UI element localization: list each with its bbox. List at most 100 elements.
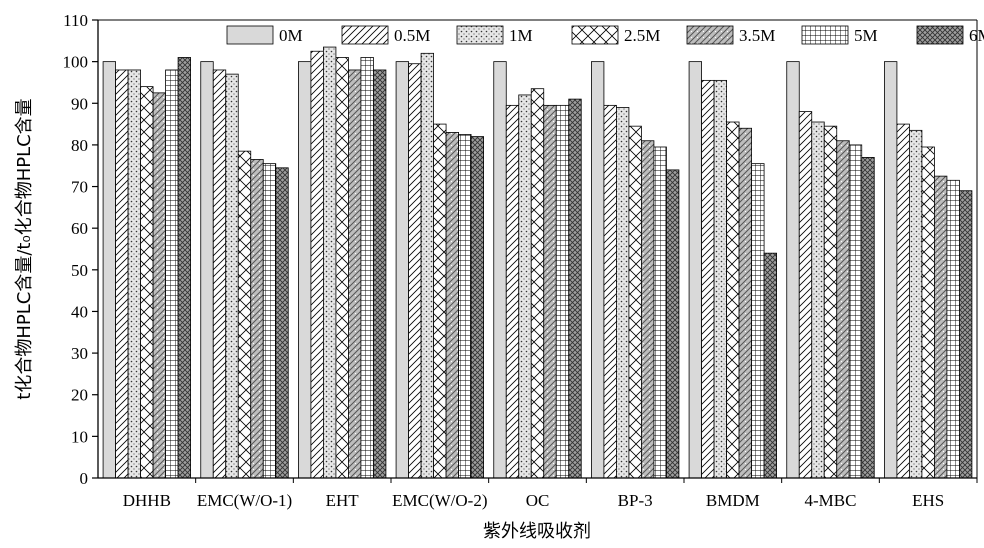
- bar-DHHB-1M: [127, 69, 141, 479]
- bar-4-MBC-6M: [861, 156, 875, 479]
- bar-EMC(W/O-2)-0.5M: [408, 63, 422, 479]
- legend-swatch-2.5M: [571, 25, 619, 45]
- x-category-label: EMC(W/O-2): [392, 491, 487, 510]
- y-tick-label: 70: [71, 178, 88, 197]
- bar-EHT-1M: [323, 46, 337, 479]
- bar-4-MBC-0.5M: [798, 111, 813, 479]
- legend-label: 5M: [854, 26, 878, 45]
- bar-OC-1M: [518, 94, 532, 479]
- bar-BP-3-6M: [666, 169, 680, 479]
- bar-BMDM-5M: [751, 163, 765, 479]
- x-category-label: BP-3: [618, 491, 653, 510]
- x-category-label: BMDM: [706, 491, 760, 510]
- bar-EHT-6M: [373, 69, 387, 479]
- bar-EMC(W/O-1)-5M: [262, 163, 277, 479]
- bar-EHT-3.5M: [348, 69, 362, 479]
- bar-EMC(W/O-2)-2.5M: [433, 123, 447, 479]
- legend-swatch-6M: [916, 25, 964, 45]
- bar-EMC(W/O-1)-0.5M: [212, 69, 227, 479]
- bar-4-MBC-3.5M: [836, 140, 850, 479]
- bar-EHS-1M: [909, 129, 923, 479]
- x-category-label: 4-MBC: [805, 491, 857, 510]
- y-tick-label: 10: [71, 427, 88, 446]
- legend-label: 0M: [279, 26, 303, 45]
- y-tick-label: 60: [71, 219, 88, 238]
- bar-EMC(W/O-2)-1M: [420, 52, 434, 479]
- bar-OC-0.5M: [505, 104, 520, 479]
- bar-BMDM-6M: [763, 252, 777, 479]
- bar-BMDM-0.5M: [701, 79, 715, 479]
- bar-EHS-0.5M: [896, 123, 910, 479]
- y-tick-label: 40: [71, 302, 88, 321]
- legend-label: 0.5M: [394, 26, 430, 45]
- bar-BMDM-0M: [688, 61, 702, 479]
- bar-EHT-0.5M: [310, 50, 324, 479]
- legend-swatch-5M: [801, 25, 849, 45]
- y-tick-label: 20: [71, 386, 88, 405]
- bar-BP-3-2.5M: [628, 125, 642, 479]
- y-tick-label: 50: [71, 261, 88, 280]
- bar-EHT-5M: [360, 57, 374, 479]
- legend-label: 1M: [509, 26, 533, 45]
- bar-DHHB-3.5M: [152, 92, 166, 479]
- y-tick-label: 0: [80, 469, 89, 488]
- bar-OC-0M: [493, 61, 507, 479]
- bar-EHS-5M: [946, 179, 960, 479]
- bar-DHHB-5M: [165, 69, 179, 479]
- bar-EHS-6M: [959, 190, 973, 479]
- bar-BMDM-1M: [713, 79, 727, 479]
- bar-DHHB-6M: [177, 57, 191, 479]
- bar-EMC(W/O-1)-1M: [225, 73, 239, 479]
- bar-EHS-0M: [884, 61, 898, 479]
- legend-label: 2.5M: [624, 26, 660, 45]
- bar-EMC(W/O-1)-6M: [275, 167, 289, 479]
- bar-OC-5M: [555, 104, 570, 479]
- bar-DHHB-2.5M: [140, 86, 154, 479]
- bar-EMC(W/O-2)-0M: [395, 61, 409, 479]
- legend-label: 6M: [969, 26, 984, 45]
- x-category-label: EMC(W/O-1): [197, 491, 292, 510]
- bar-OC-6M: [568, 98, 582, 479]
- bar-DHHB-0M: [102, 61, 116, 479]
- bar-4-MBC-5M: [848, 144, 863, 479]
- bar-BP-3-0.5M: [603, 104, 617, 479]
- bar-EHT-0M: [298, 61, 312, 479]
- bar-EMC(W/O-1)-0M: [200, 61, 214, 479]
- bar-EMC(W/O-1)-3.5M: [250, 159, 264, 479]
- bar-EHS-3.5M: [934, 175, 948, 479]
- legend-swatch-3.5M: [686, 25, 734, 45]
- bar-BMDM-2.5M: [726, 121, 740, 479]
- bar-EMC(W/O-1)-2.5M: [237, 150, 252, 479]
- y-tick-label: 80: [71, 136, 88, 155]
- legend-swatch-0.5M: [341, 25, 389, 45]
- legend-swatch-0M: [226, 25, 274, 45]
- x-category-label: EHS: [912, 491, 944, 510]
- bar-4-MBC-1M: [811, 121, 825, 479]
- y-tick-label: 30: [71, 344, 88, 363]
- y-axis-title: t化合物HPLC含量/t₀化合物HPLC含量: [14, 98, 35, 399]
- bars-layer: [102, 46, 973, 479]
- bar-BP-3-3.5M: [641, 140, 655, 479]
- x-category-label: OC: [526, 491, 550, 510]
- bar-EHT-2.5M: [335, 57, 349, 479]
- x-axis-title: 紫外线吸收剂: [483, 521, 591, 542]
- bar-DHHB-0.5M: [115, 69, 129, 479]
- bar-EHS-2.5M: [921, 146, 935, 479]
- bar-4-MBC-0M: [786, 61, 800, 479]
- bar-BP-3-0M: [591, 61, 605, 479]
- bar-BMDM-3.5M: [738, 127, 752, 479]
- bar-BP-3-5M: [653, 146, 667, 479]
- legend: 0M 0.5M 1M 2.5M 3.5M 5M 6M: [226, 25, 984, 45]
- legend-swatch-1M: [456, 25, 504, 45]
- y-ticks: 0 10 20 30 40 50 60 70 80 90 100 110: [63, 11, 98, 488]
- bar-BP-3-1M: [616, 107, 630, 479]
- x-category-labels: DHHB EMC(W/O-1) EHT EMC(W/O-2) OC BP-3 BMDM 4-M…: [123, 478, 978, 510]
- y-tick-label: 90: [71, 94, 88, 113]
- bar-OC-2.5M: [530, 88, 545, 479]
- bar-4-MBC-2.5M: [823, 125, 838, 479]
- bar-EMC(W/O-2)-5M: [458, 134, 472, 479]
- y-tick-label: 100: [63, 53, 89, 72]
- legend-label: 3.5M: [739, 26, 775, 45]
- bar-EMC(W/O-2)-3.5M: [445, 132, 459, 479]
